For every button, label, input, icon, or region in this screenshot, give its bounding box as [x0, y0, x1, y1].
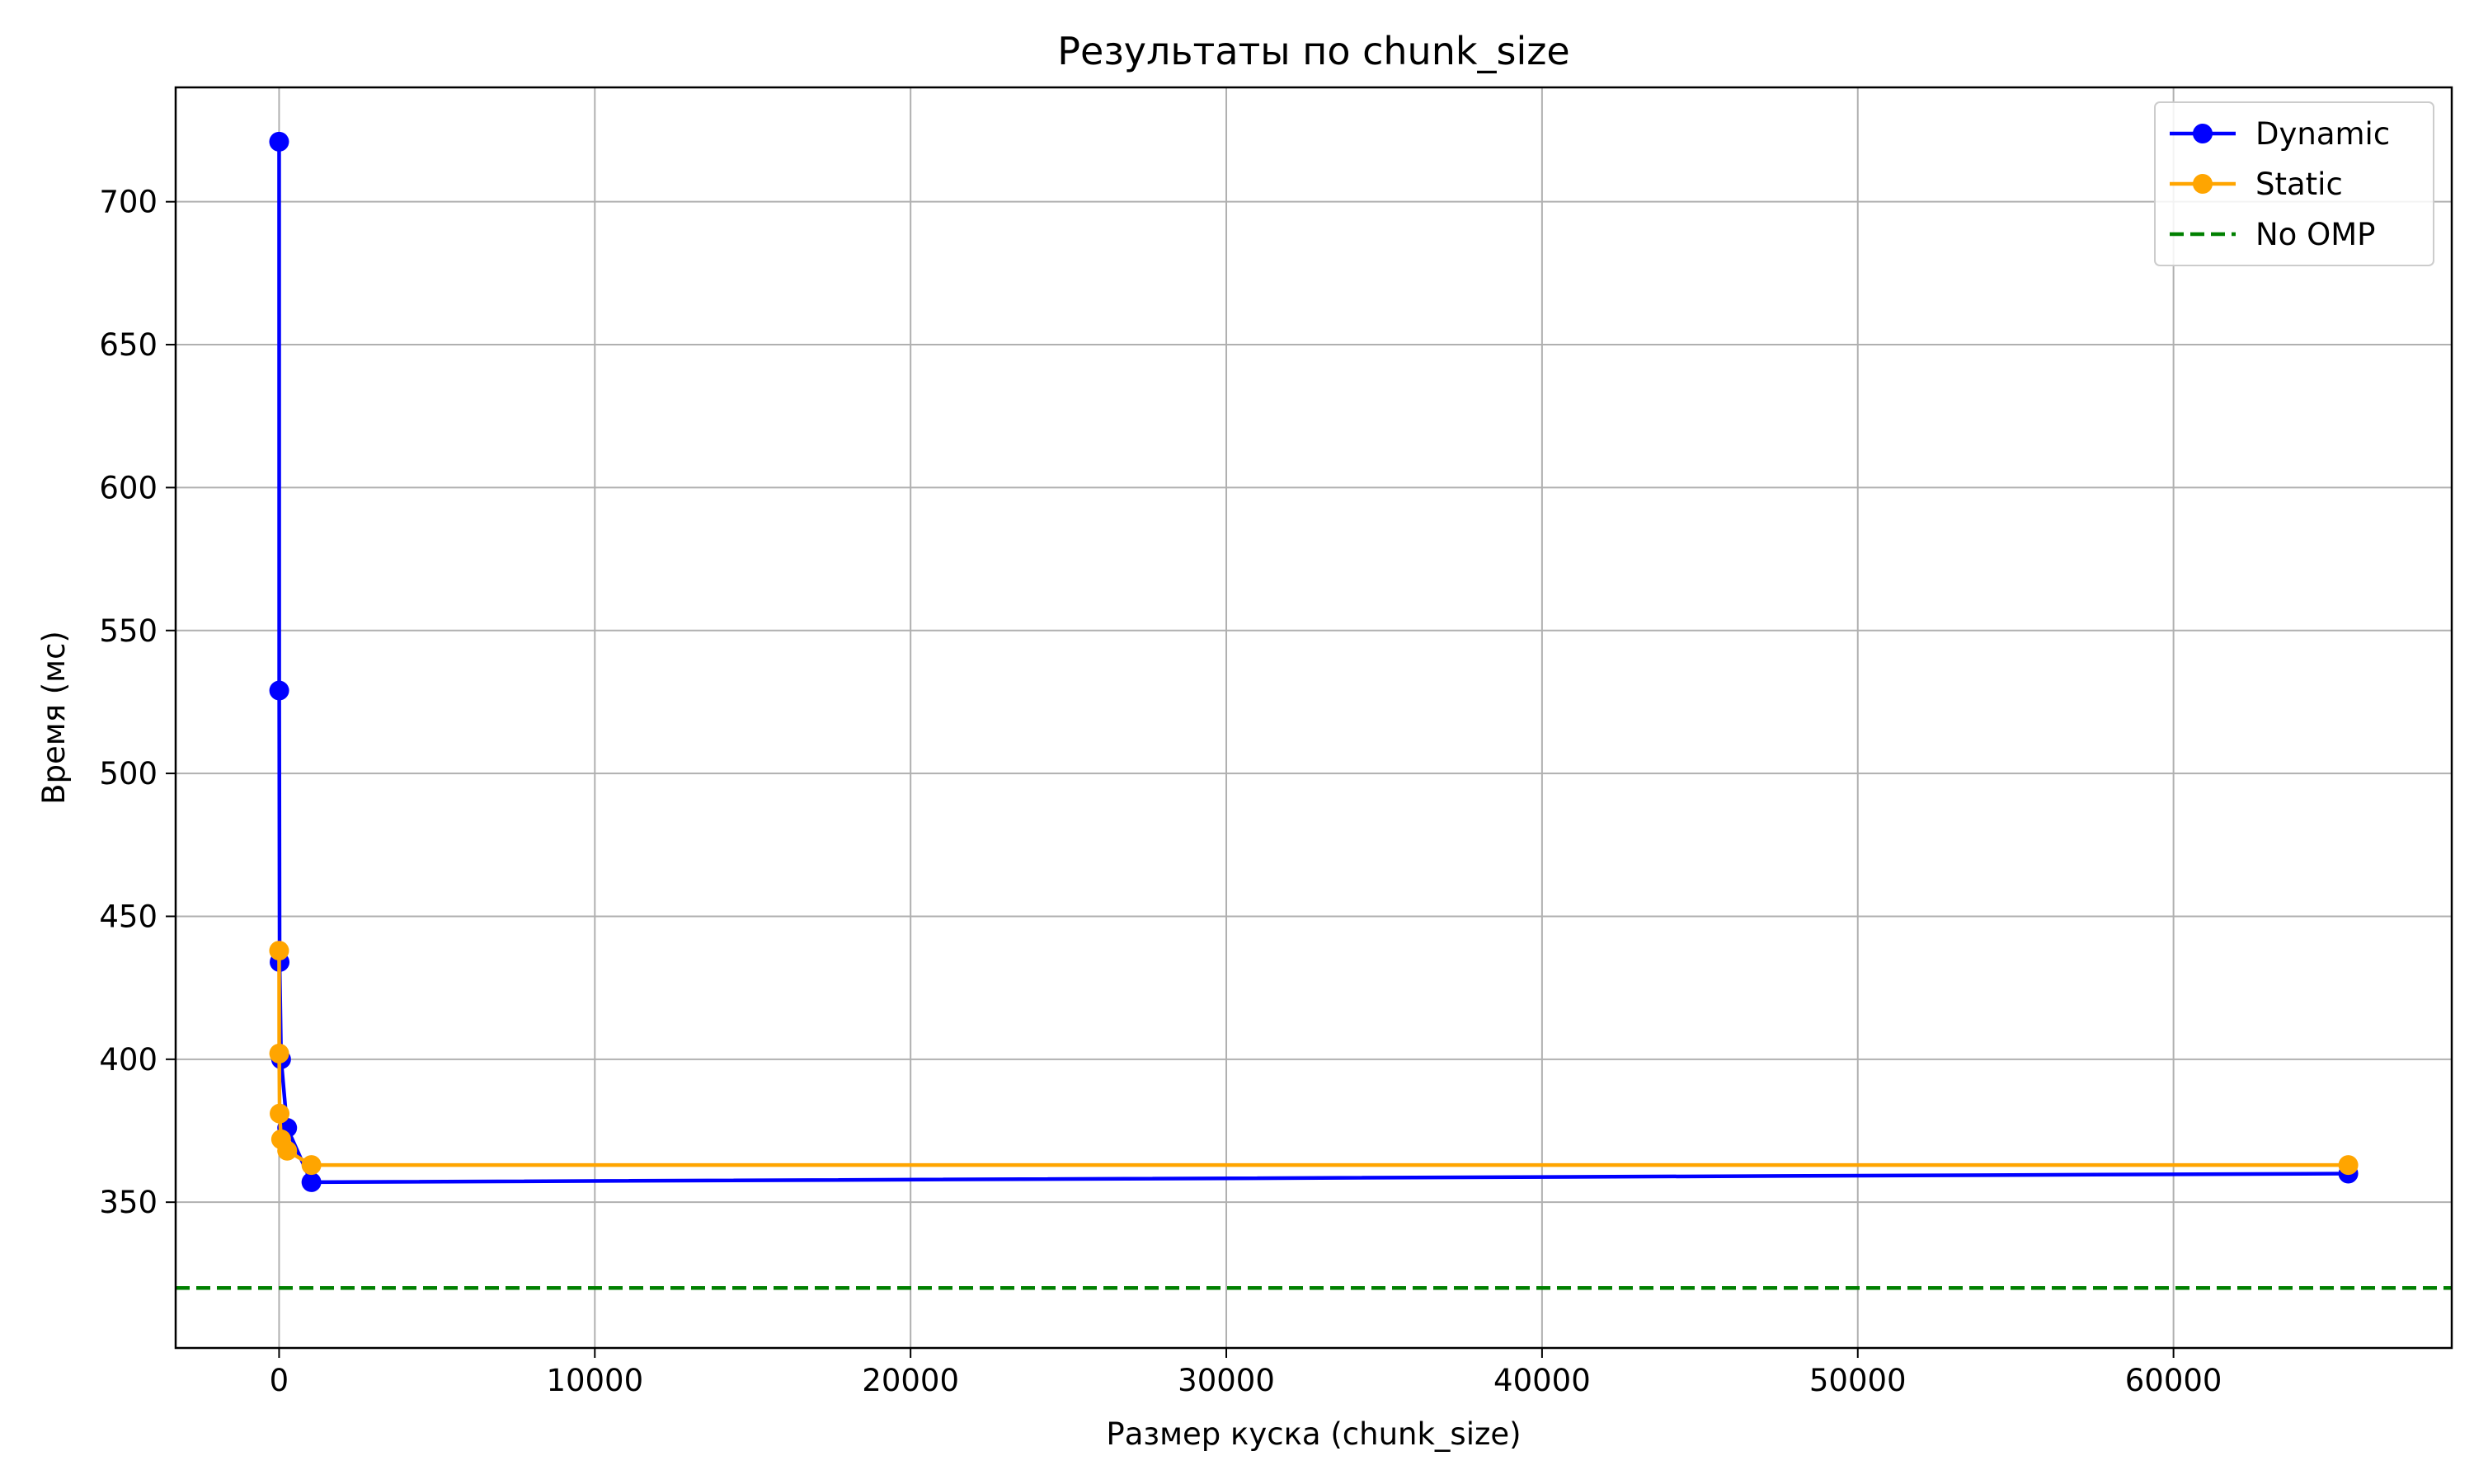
y-tick-label: 650	[99, 327, 158, 363]
plot-frame	[174, 86, 2453, 1350]
data-point-static	[270, 1103, 290, 1124]
legend-label-dynamic: Dynamic	[2255, 116, 2390, 152]
legend-marker-dynamic	[2193, 124, 2213, 143]
y-axis-label: Время (мс)	[36, 631, 72, 805]
legend-label-no-omp: No OMP	[2255, 217, 2375, 252]
data-point-static	[269, 1043, 289, 1064]
y-tick-label: 350	[99, 1185, 158, 1220]
data-point-dynamic	[301, 1172, 322, 1192]
axis-ticks: 0 10000 20000 30000 40000 50000 60000 350 400 450…	[99, 185, 2222, 1398]
data-point-static	[301, 1155, 322, 1176]
data-point-static	[277, 1140, 298, 1161]
data-point-dynamic	[269, 680, 289, 701]
legend: Dynamic Static No OMP	[2154, 101, 2434, 266]
y-tick-label: 500	[99, 756, 158, 791]
x-tick-label: 10000	[546, 1363, 643, 1398]
x-tick-label: 20000	[862, 1363, 959, 1398]
data-point-static	[269, 941, 289, 961]
legend-box	[2154, 101, 2434, 266]
plot-area	[176, 131, 2452, 1290]
y-tick-label: 700	[99, 185, 158, 220]
data-point-static	[2338, 1155, 2359, 1176]
legend-marker-static	[2193, 174, 2213, 194]
y-tick-label: 400	[99, 1042, 158, 1078]
x-axis-label: Размер куска (chunk_size)	[1106, 1416, 1521, 1452]
x-tick-label: 60000	[2125, 1363, 2222, 1398]
x-tick-label: 0	[270, 1363, 289, 1398]
y-tick-label: 450	[99, 899, 158, 934]
x-tick-label: 50000	[1809, 1363, 1907, 1398]
chart-title: Результаты по chunk_size	[1057, 29, 1569, 73]
y-tick-label: 600	[99, 470, 158, 505]
x-tick-label: 40000	[1493, 1363, 1591, 1398]
y-tick-label: 550	[99, 613, 158, 649]
data-point-dynamic	[269, 131, 289, 152]
legend-label-static: Static	[2255, 167, 2343, 202]
grid	[176, 87, 2452, 1348]
x-tick-label: 30000	[1178, 1363, 1275, 1398]
